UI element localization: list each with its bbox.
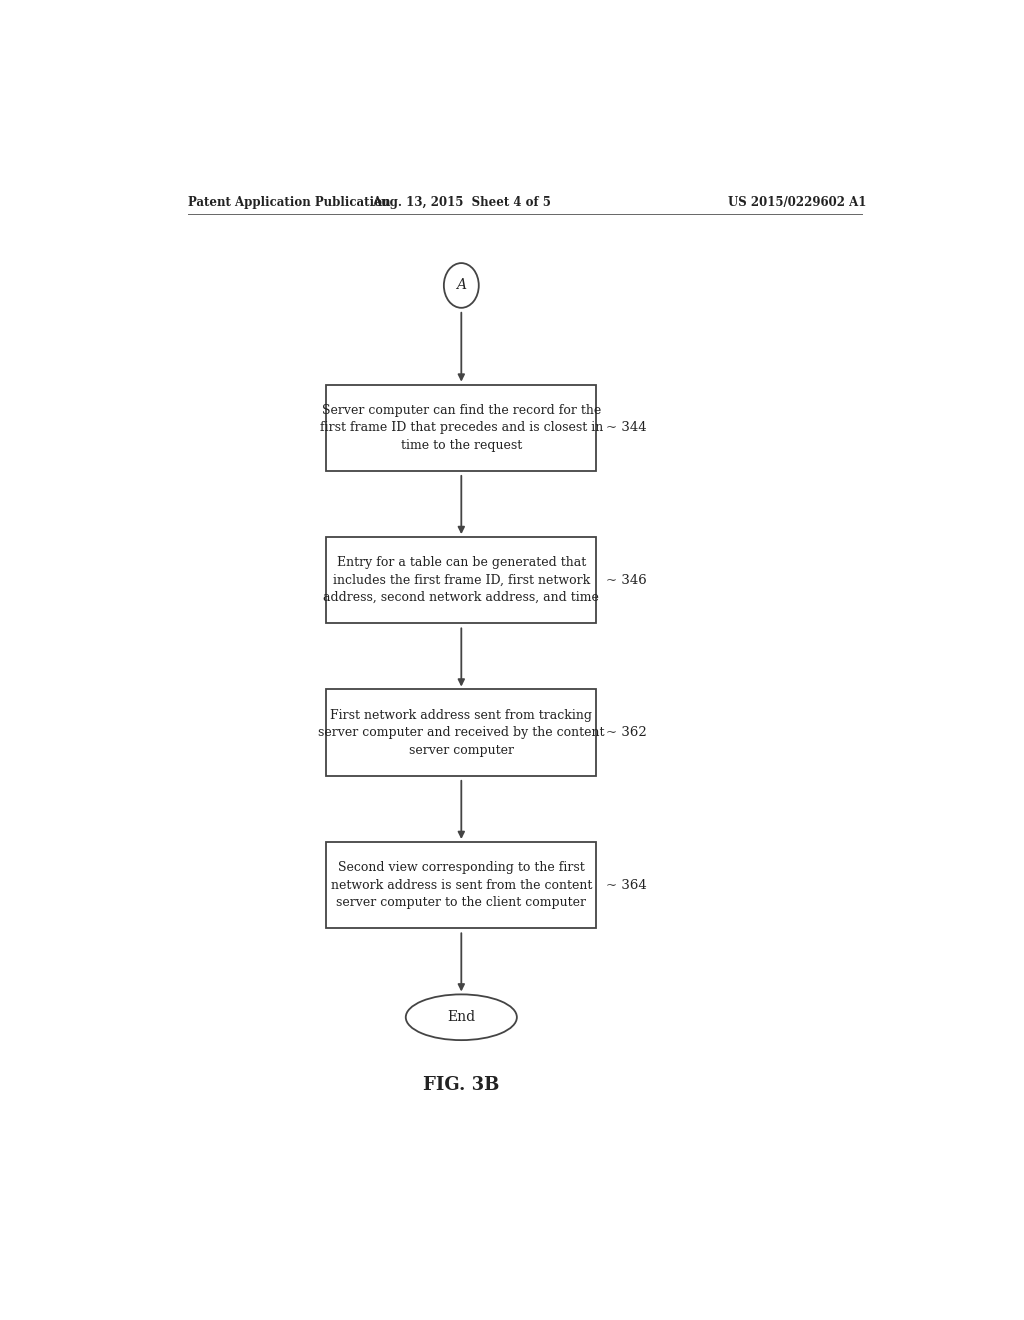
Text: End: End [447,1010,475,1024]
Text: FIG. 3B: FIG. 3B [423,1076,500,1094]
Text: Aug. 13, 2015  Sheet 4 of 5: Aug. 13, 2015 Sheet 4 of 5 [372,195,551,209]
Text: ~ 344: ~ 344 [606,421,646,434]
Text: Second view corresponding to the first
network address is sent from the content
: Second view corresponding to the first n… [331,861,592,909]
Text: A: A [457,279,466,293]
Text: Server computer can find the record for the
first frame ID that precedes and is : Server computer can find the record for … [319,404,603,451]
Text: Patent Application Publication: Patent Application Publication [187,195,390,209]
FancyBboxPatch shape [327,842,596,928]
FancyBboxPatch shape [327,384,596,471]
Text: ~ 362: ~ 362 [606,726,646,739]
Text: ~ 346: ~ 346 [606,574,646,586]
Text: ~ 364: ~ 364 [606,879,646,891]
Text: Entry for a table can be generated that
includes the first frame ID, first netwo: Entry for a table can be generated that … [324,556,599,605]
Text: First network address sent from tracking
server computer and received by the con: First network address sent from tracking… [318,709,604,756]
Text: US 2015/0229602 A1: US 2015/0229602 A1 [728,195,866,209]
FancyBboxPatch shape [327,537,596,623]
FancyBboxPatch shape [327,689,596,776]
